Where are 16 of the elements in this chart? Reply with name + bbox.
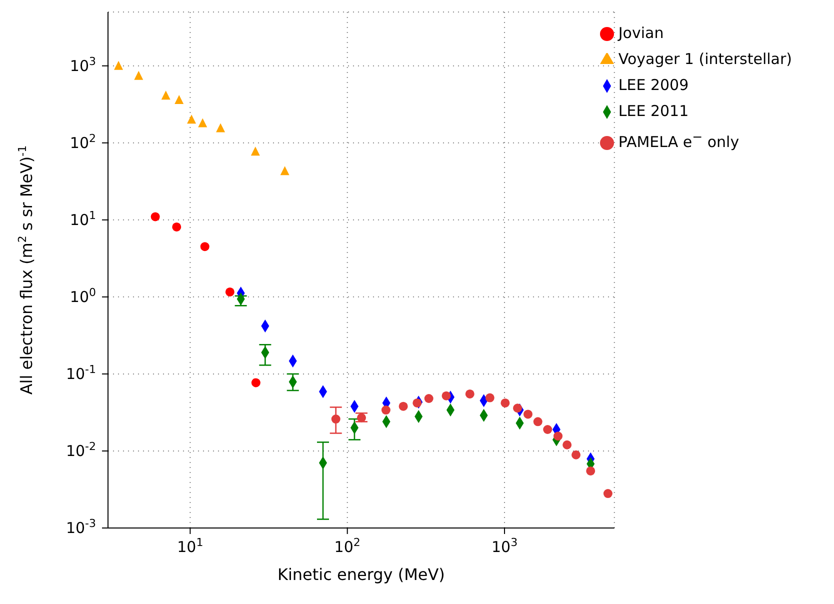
y-tick-label: 10$^{3}$ <box>70 54 96 75</box>
y-tick-label: 10$^{0}$ <box>70 285 96 306</box>
x-tick-label: 10$^{2}$ <box>334 536 360 556</box>
x-axis-title: Kinetic energy (MeV) <box>277 565 445 584</box>
x-tick-label: 10$^{1}$ <box>177 536 204 556</box>
x-tick-label: 10$^{3}$ <box>491 536 518 556</box>
legend-label: Jovian <box>618 24 664 42</box>
legend-label: Voyager 1 (interstellar) <box>618 50 792 68</box>
y-tick-label: 10$^{-3}$ <box>66 516 96 537</box>
y-tick-label: 10$^{-2}$ <box>66 439 96 460</box>
y-tick-label: 10$^{-1}$ <box>66 362 96 383</box>
legend-label: LEE 2009 <box>618 76 689 94</box>
y-tick-label: 10$^{1}$ <box>70 208 96 229</box>
legend-label: PAMELA e$^{−}$ only <box>618 129 740 151</box>
legend-label: LEE 2011 <box>618 102 689 120</box>
y-tick-label: 10$^{2}$ <box>70 131 96 152</box>
